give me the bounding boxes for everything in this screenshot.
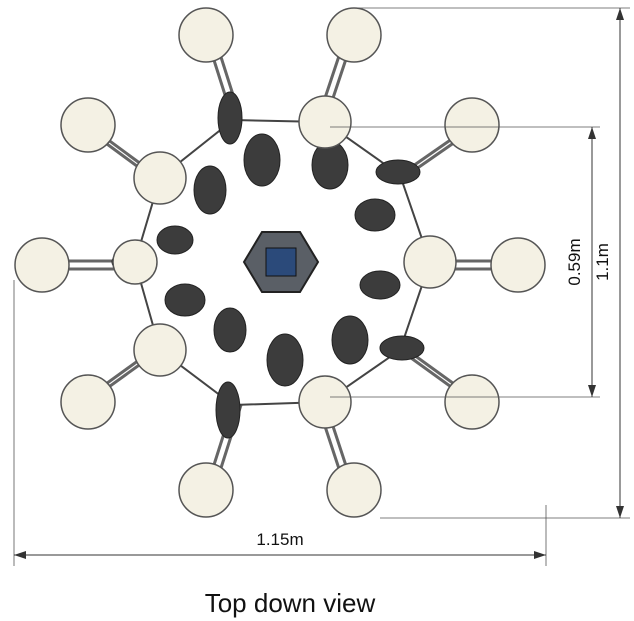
robot-drawing — [15, 8, 545, 517]
height-label: 1.1m — [593, 243, 612, 281]
core-board — [266, 248, 296, 276]
page: 1.15m 0.59m 1.1m Top down view — [0, 0, 634, 621]
width-label: 1.15m — [256, 530, 303, 549]
inner-height-label: 0.59m — [565, 238, 584, 285]
caption: Top down view — [205, 588, 376, 618]
